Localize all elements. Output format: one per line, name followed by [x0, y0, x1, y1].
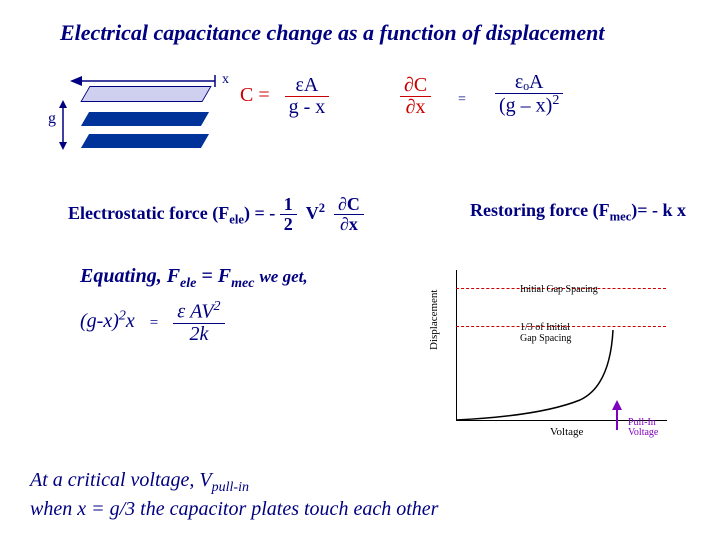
electrostatic-force-equation: Electrostatic force (Fele) = - 1 2 V2 ∂C… [68, 195, 364, 234]
capacitance-equation: C = εA g - x [240, 75, 329, 118]
page-title: Electrical capacitance change as a funct… [60, 20, 680, 46]
g-label: g [48, 110, 56, 128]
rhs-fraction: εₒA (g – x)2 [495, 72, 563, 117]
pull-in-label: Pull-In Voltage [628, 418, 658, 438]
half-den: 2 [280, 215, 297, 234]
rhs-num: εₒA [495, 72, 563, 94]
pull-in-graph: Initial Gap Spacing 1/3 of Initial Gap S… [420, 260, 680, 440]
c-den: g - x [285, 97, 330, 118]
conclusion-text: At a critical voltage, Vpull-in when x =… [30, 468, 438, 522]
gx-den: 2k [173, 324, 224, 345]
dc-dx-fraction: ∂C ∂x [400, 75, 431, 118]
graph-note-initial: Initial Gap Spacing [520, 284, 598, 295]
plate-middle [81, 112, 209, 126]
c-num: εA [285, 75, 330, 97]
equals-sign: = [458, 92, 466, 108]
dc-num2: ∂C [334, 195, 364, 215]
dc-num: ∂C [400, 75, 431, 97]
dc-den: ∂x [400, 97, 431, 118]
half-num: 1 [280, 195, 297, 215]
rhs-den: (g – x)2 [495, 94, 563, 117]
equating-line: Equating, Fele = Fmec we get, [80, 265, 308, 292]
g-bracket-icon [58, 100, 68, 150]
dc-den2: ∂x [334, 215, 364, 234]
c-fraction: εA g - x [285, 75, 330, 118]
capacitor-diagram [65, 80, 225, 165]
gx-num: ε AV2 [173, 300, 224, 324]
graph-xlabel: Voltage [550, 426, 583, 438]
graph-note-third: 1/3 of Initial Gap Spacing [520, 322, 571, 344]
x-label: x [222, 72, 229, 88]
restoring-force-equation: Restoring force (Fmec)= - k x [470, 200, 686, 225]
graph-ylabel: Displacement [428, 290, 440, 350]
plate-bottom [81, 134, 209, 148]
gx-equation: (g-x)2x = ε AV2 2k [80, 300, 225, 345]
plate-top [80, 86, 211, 102]
c-lhs: C = [240, 84, 270, 106]
pull-in-arrow-icon [610, 400, 624, 430]
